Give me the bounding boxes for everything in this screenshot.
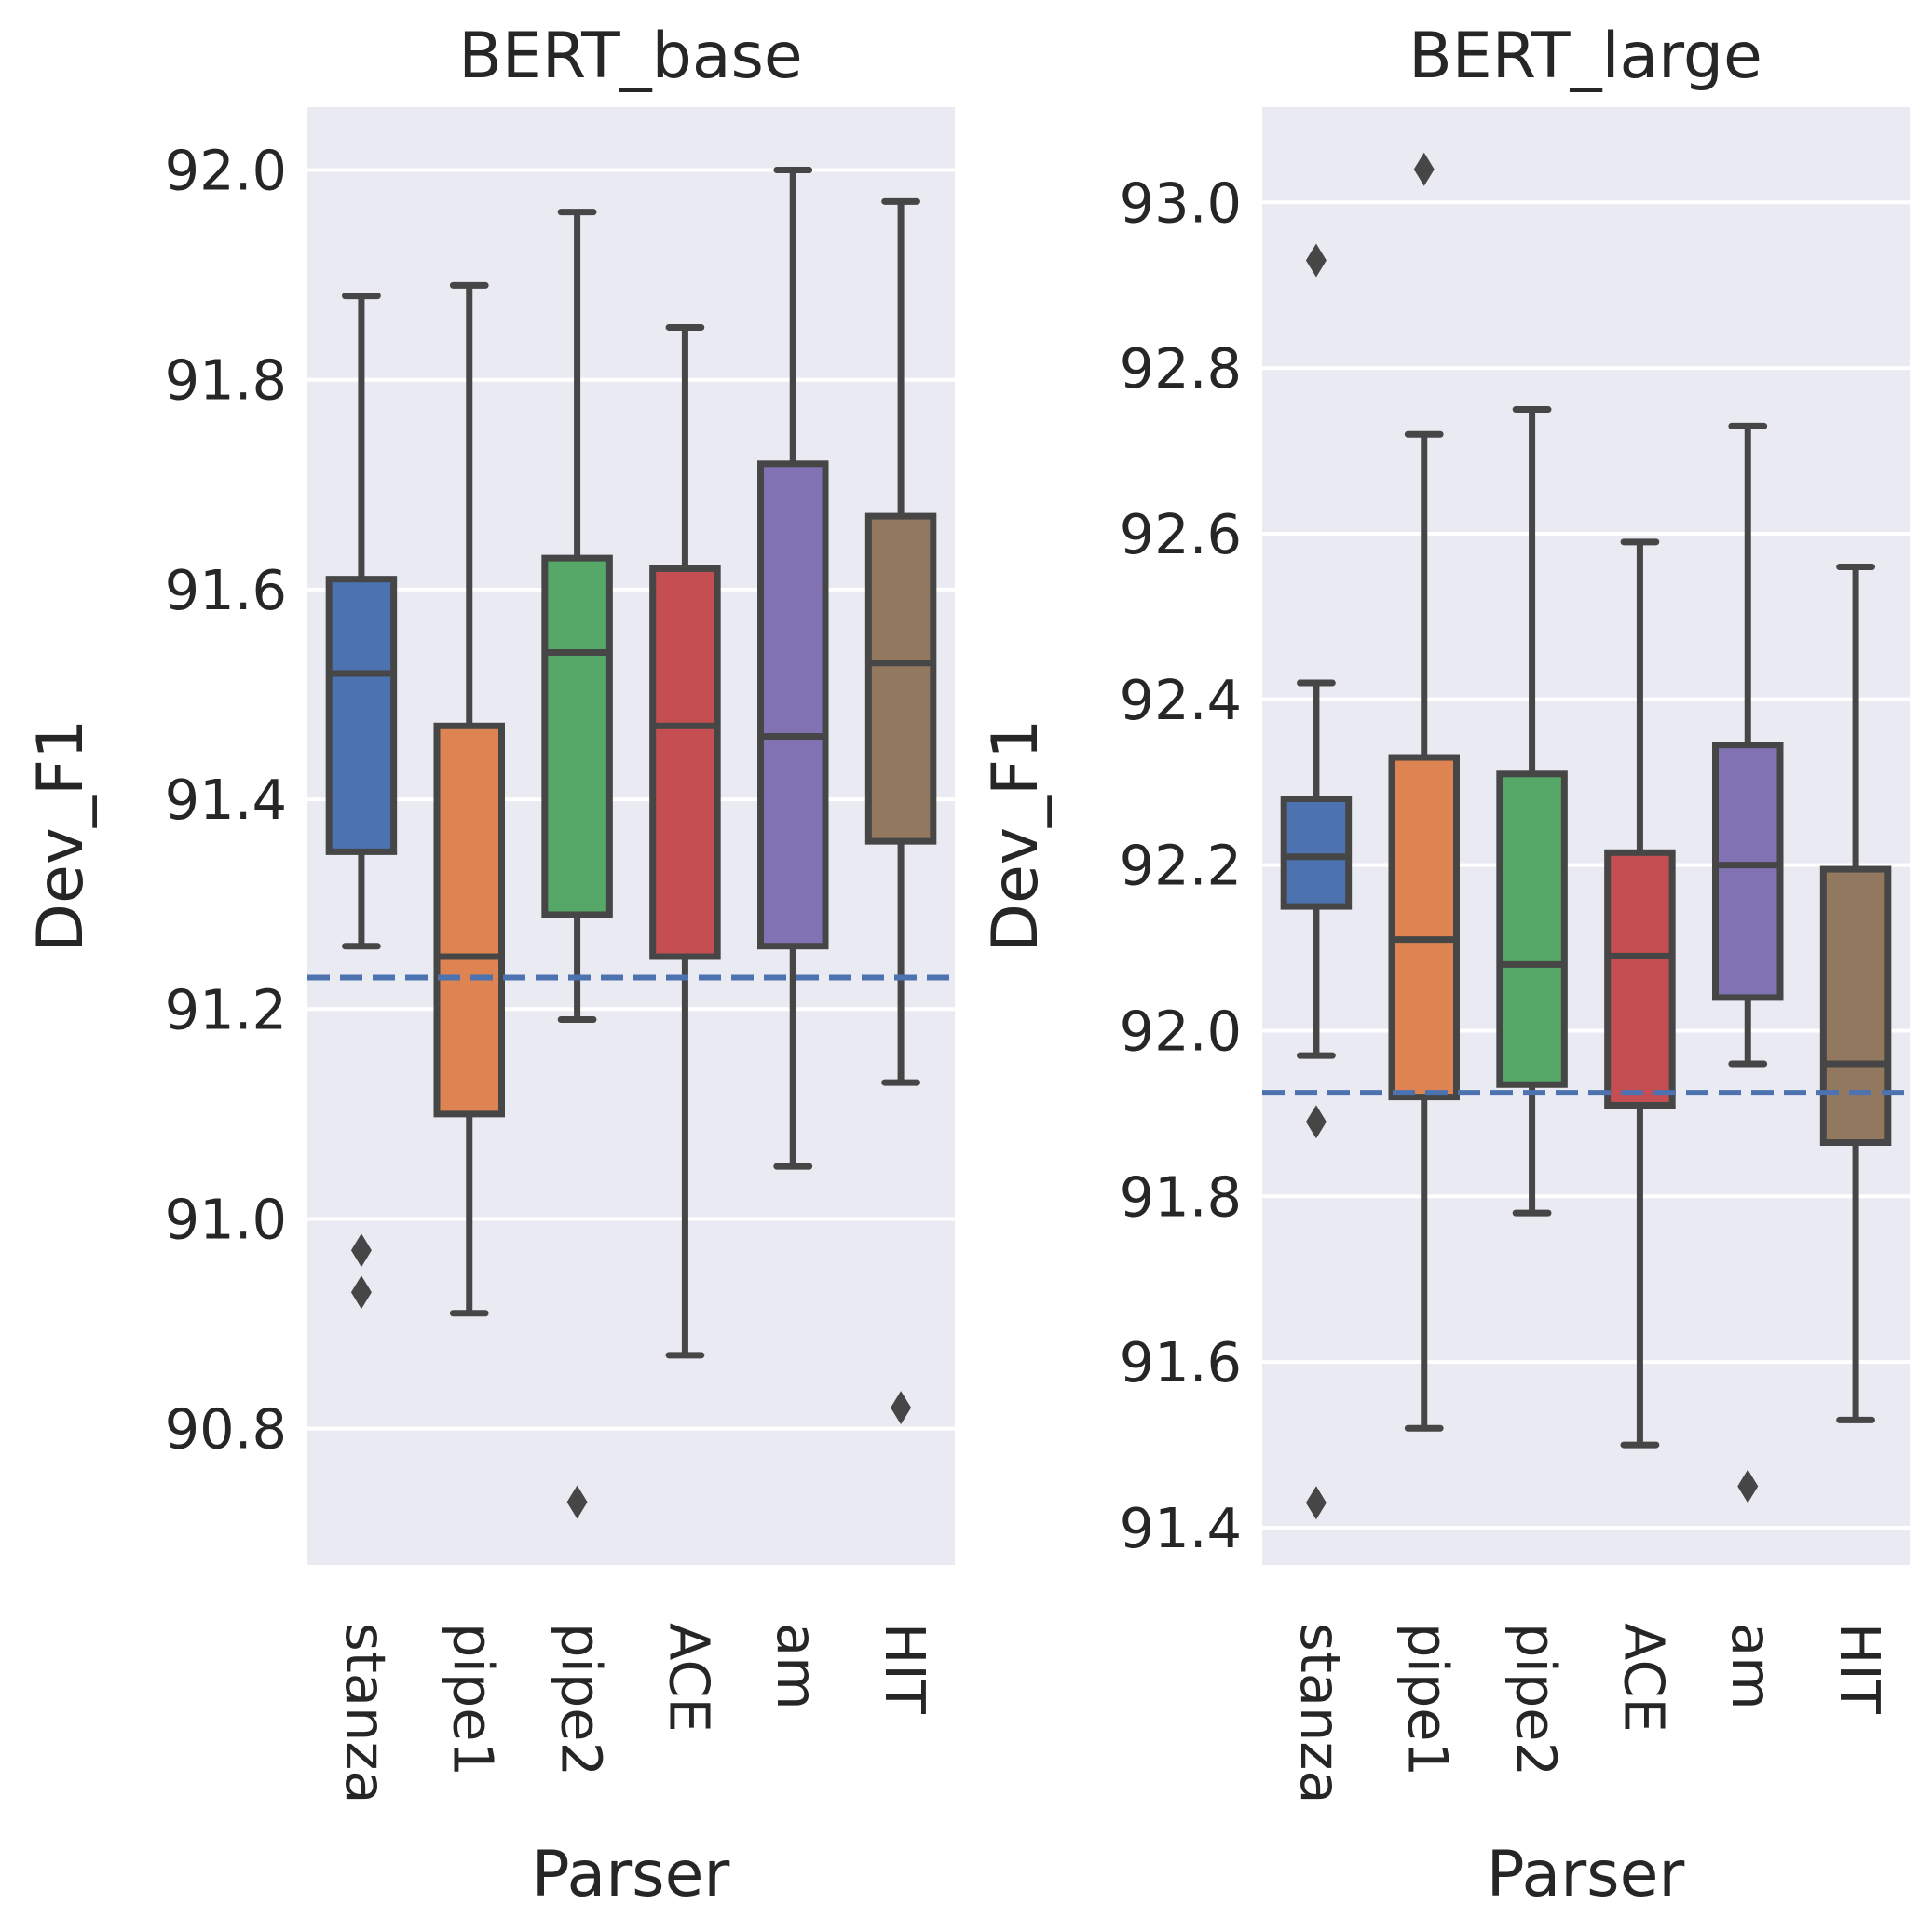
x-tick-label: pipe2 bbox=[1503, 1623, 1568, 1776]
plot-area-background bbox=[307, 107, 955, 1565]
box-pipe1 bbox=[433, 281, 505, 1317]
x-tick-label: HIT bbox=[1828, 1623, 1892, 1715]
outlier-point bbox=[1413, 152, 1435, 186]
y-tick-label: 92.0 bbox=[1120, 999, 1242, 1063]
outlier-point bbox=[1737, 1469, 1759, 1503]
x-tick-labels: stanza pipe1 pipe2 ACE am HIT bbox=[1288, 1623, 1892, 1804]
y-tick-label: 91.8 bbox=[1120, 1164, 1242, 1229]
x-axis-title: Parser bbox=[532, 1838, 730, 1912]
x-tick-label: ACE bbox=[657, 1623, 721, 1733]
y-tick-label: 92.4 bbox=[1120, 668, 1242, 732]
box-am bbox=[757, 167, 829, 1170]
gridlines bbox=[307, 168, 955, 1431]
iqr-box bbox=[325, 576, 398, 855]
outlier-point bbox=[566, 1485, 588, 1519]
x-tick-label: am bbox=[765, 1623, 829, 1710]
iqr-box bbox=[1280, 795, 1353, 910]
iqr-box bbox=[1496, 770, 1568, 1088]
y-axis-title: Dev_F1 bbox=[24, 719, 98, 953]
outlier-point bbox=[891, 1391, 912, 1425]
box-ACE bbox=[1604, 538, 1676, 1449]
x-axis-title: Parser bbox=[1487, 1838, 1685, 1912]
y-tick-label: 90.8 bbox=[165, 1397, 287, 1462]
outlier-point bbox=[350, 1275, 372, 1310]
chart-panel-bert-large: 91.4 91.6 91.8 92.0 92.2 92.4 92.6 92.8 93.0 sta… bbox=[979, 20, 1910, 1912]
iqr-box bbox=[433, 722, 505, 1118]
y-tick-label: 91.2 bbox=[165, 977, 287, 1041]
y-tick-label: 92.0 bbox=[165, 139, 287, 203]
y-tick-label: 92.2 bbox=[1120, 834, 1242, 898]
x-tick-label: pipe2 bbox=[549, 1623, 613, 1776]
iqr-box bbox=[1712, 742, 1784, 1001]
box-ACE bbox=[649, 323, 721, 1359]
boxes bbox=[325, 167, 937, 1519]
iqr-box bbox=[1604, 849, 1676, 1109]
x-tick-label: pipe1 bbox=[1396, 1623, 1461, 1776]
box-HIT bbox=[1819, 564, 1892, 1423]
iqr-box bbox=[1819, 865, 1892, 1147]
x-tick-labels: stanza pipe1 pipe2 ACE am HIT bbox=[333, 1623, 937, 1804]
iqr-box bbox=[757, 460, 829, 950]
box-am bbox=[1712, 422, 1784, 1503]
box-pipe2 bbox=[541, 209, 613, 1519]
outlier-point bbox=[1305, 243, 1327, 278]
y-tick-label: 92.8 bbox=[1120, 336, 1242, 401]
x-tick-label: stanza bbox=[333, 1623, 398, 1804]
iqr-box bbox=[541, 554, 613, 918]
x-tick-label: am bbox=[1720, 1623, 1784, 1710]
y-tick-label: 91.8 bbox=[165, 348, 287, 413]
box-HIT bbox=[864, 197, 937, 1425]
x-tick-label: stanza bbox=[1288, 1623, 1353, 1804]
x-tick-label: HIT bbox=[873, 1623, 937, 1715]
y-tick-label: 91.4 bbox=[1120, 1496, 1242, 1560]
box-pipe1 bbox=[1388, 152, 1460, 1432]
y-tick-labels: 90.8 91.0 91.2 91.4 91.6 91.8 92.0 bbox=[165, 139, 287, 1462]
iqr-box bbox=[864, 512, 937, 845]
box-pipe2 bbox=[1496, 406, 1568, 1217]
y-tick-label: 91.4 bbox=[165, 768, 287, 832]
chart-title: BERT_base bbox=[458, 20, 803, 93]
y-tick-label: 91.6 bbox=[1120, 1330, 1242, 1395]
x-tick-label: pipe1 bbox=[442, 1623, 506, 1776]
iqr-box bbox=[649, 565, 721, 960]
chart-panel-bert-base: 90.8 91.0 91.2 91.4 91.6 91.8 92.0 stanza pipe1… bbox=[24, 20, 955, 1912]
y-axis-title: Dev_F1 bbox=[979, 719, 1053, 953]
plot-area-background bbox=[1262, 107, 1910, 1565]
box-stanza bbox=[325, 293, 398, 1310]
chart-title: BERT_large bbox=[1408, 20, 1762, 93]
outlier-point bbox=[350, 1233, 372, 1268]
y-tick-label: 93.0 bbox=[1120, 170, 1242, 235]
box-stanza bbox=[1280, 243, 1353, 1520]
outlier-point bbox=[1305, 1105, 1327, 1139]
y-tick-label: 91.6 bbox=[165, 558, 287, 622]
boxes bbox=[1280, 152, 1892, 1520]
y-tick-label: 92.6 bbox=[1120, 502, 1242, 566]
y-tick-label: 91.0 bbox=[165, 1187, 287, 1251]
gridlines bbox=[1262, 200, 1910, 1530]
iqr-box bbox=[1388, 754, 1460, 1101]
outlier-point bbox=[1305, 1486, 1327, 1520]
x-tick-label: ACE bbox=[1612, 1623, 1676, 1733]
y-tick-labels: 91.4 91.6 91.8 92.0 92.2 92.4 92.6 92.8 93.0 bbox=[1120, 170, 1242, 1560]
